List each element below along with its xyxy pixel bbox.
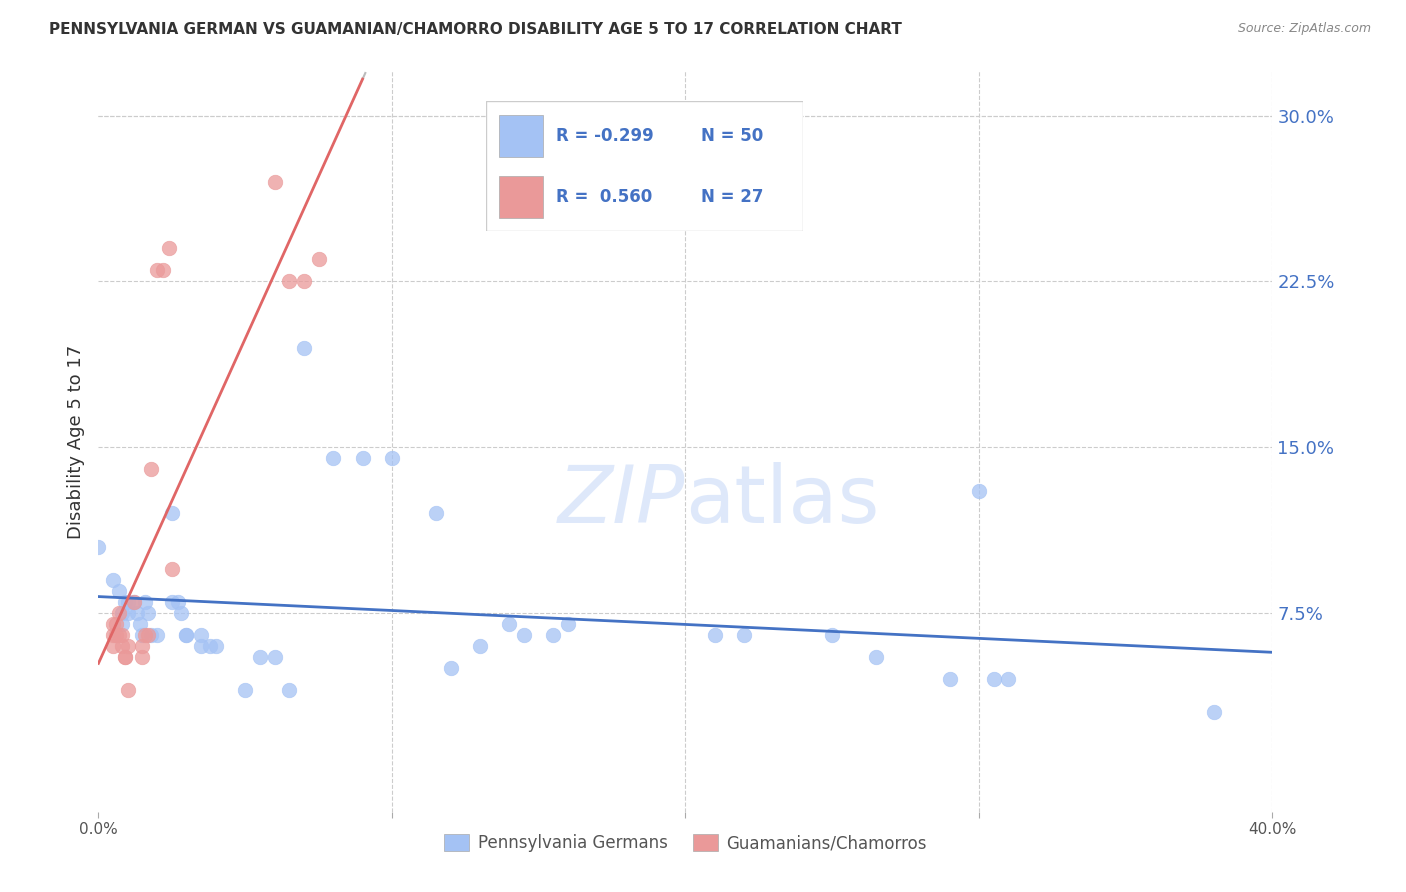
Point [105, 628, 128, 642]
Point [249, 650, 271, 665]
Point [117, 639, 139, 653]
Point [131, 639, 153, 653]
Point [292, 274, 315, 288]
Point [292, 341, 315, 355]
Point [108, 606, 131, 620]
Point [190, 628, 212, 642]
Point [278, 274, 301, 288]
Point [114, 650, 136, 665]
Text: PENNSYLVANIA GERMAN VS GUAMANIAN/CHAMORRO DISABILITY AGE 5 TO 17 CORRELATION CHA: PENNSYLVANIA GERMAN VS GUAMANIAN/CHAMORR… [49, 22, 903, 37]
Point [543, 628, 565, 642]
Point [1202, 706, 1225, 720]
Point [166, 595, 188, 609]
Point [468, 639, 491, 653]
Point [233, 683, 256, 698]
Point [821, 628, 844, 642]
Point [557, 616, 579, 631]
Point [122, 595, 145, 609]
Point [101, 639, 124, 653]
Y-axis label: Disability Age 5 to 17: Disability Age 5 to 17 [66, 344, 84, 539]
Point [498, 616, 520, 631]
Point [141, 628, 163, 642]
Text: atlas: atlas [686, 462, 880, 540]
Point [205, 639, 228, 653]
Text: ZIP: ZIP [558, 462, 686, 540]
Point [160, 561, 183, 575]
Point [157, 241, 180, 255]
Point [111, 606, 134, 620]
Point [278, 683, 301, 698]
Point [117, 606, 139, 620]
Point [131, 650, 153, 665]
Point [983, 672, 1005, 686]
Point [111, 628, 134, 642]
Point [176, 628, 198, 642]
Point [136, 606, 159, 620]
Point [114, 595, 136, 609]
Point [131, 628, 153, 642]
Point [108, 628, 131, 642]
Text: Source: ZipAtlas.com: Source: ZipAtlas.com [1237, 22, 1371, 36]
Point [146, 263, 169, 277]
Point [87, 540, 110, 554]
Point [322, 451, 344, 466]
Point [865, 650, 887, 665]
Point [117, 683, 139, 698]
Point [703, 628, 725, 642]
Legend: Pennsylvania Germans, Guamanians/Chamorros: Pennsylvania Germans, Guamanians/Chamorr… [437, 828, 934, 859]
Point [146, 628, 169, 642]
Point [198, 639, 221, 653]
Point [938, 672, 960, 686]
Point [160, 507, 183, 521]
Point [134, 628, 156, 642]
Point [263, 175, 285, 189]
Point [101, 628, 124, 642]
Point [111, 616, 134, 631]
Point [176, 628, 198, 642]
Point [513, 628, 536, 642]
Point [160, 595, 183, 609]
Point [134, 595, 156, 609]
Point [997, 672, 1019, 686]
Point [117, 595, 139, 609]
Point [141, 462, 163, 476]
Point [967, 484, 990, 499]
Point [101, 616, 124, 631]
Point [308, 252, 330, 267]
Point [111, 639, 134, 653]
Point [425, 507, 447, 521]
Point [263, 650, 285, 665]
Point [108, 583, 131, 598]
Point [105, 616, 128, 631]
Point [128, 616, 150, 631]
Point [381, 451, 404, 466]
Point [101, 573, 124, 587]
Point [352, 451, 374, 466]
Point [152, 263, 174, 277]
Point [125, 606, 148, 620]
Point [114, 650, 136, 665]
Point [190, 639, 212, 653]
Point [136, 628, 159, 642]
Point [169, 606, 191, 620]
Point [122, 595, 145, 609]
Point [733, 628, 755, 642]
Point [439, 661, 461, 675]
